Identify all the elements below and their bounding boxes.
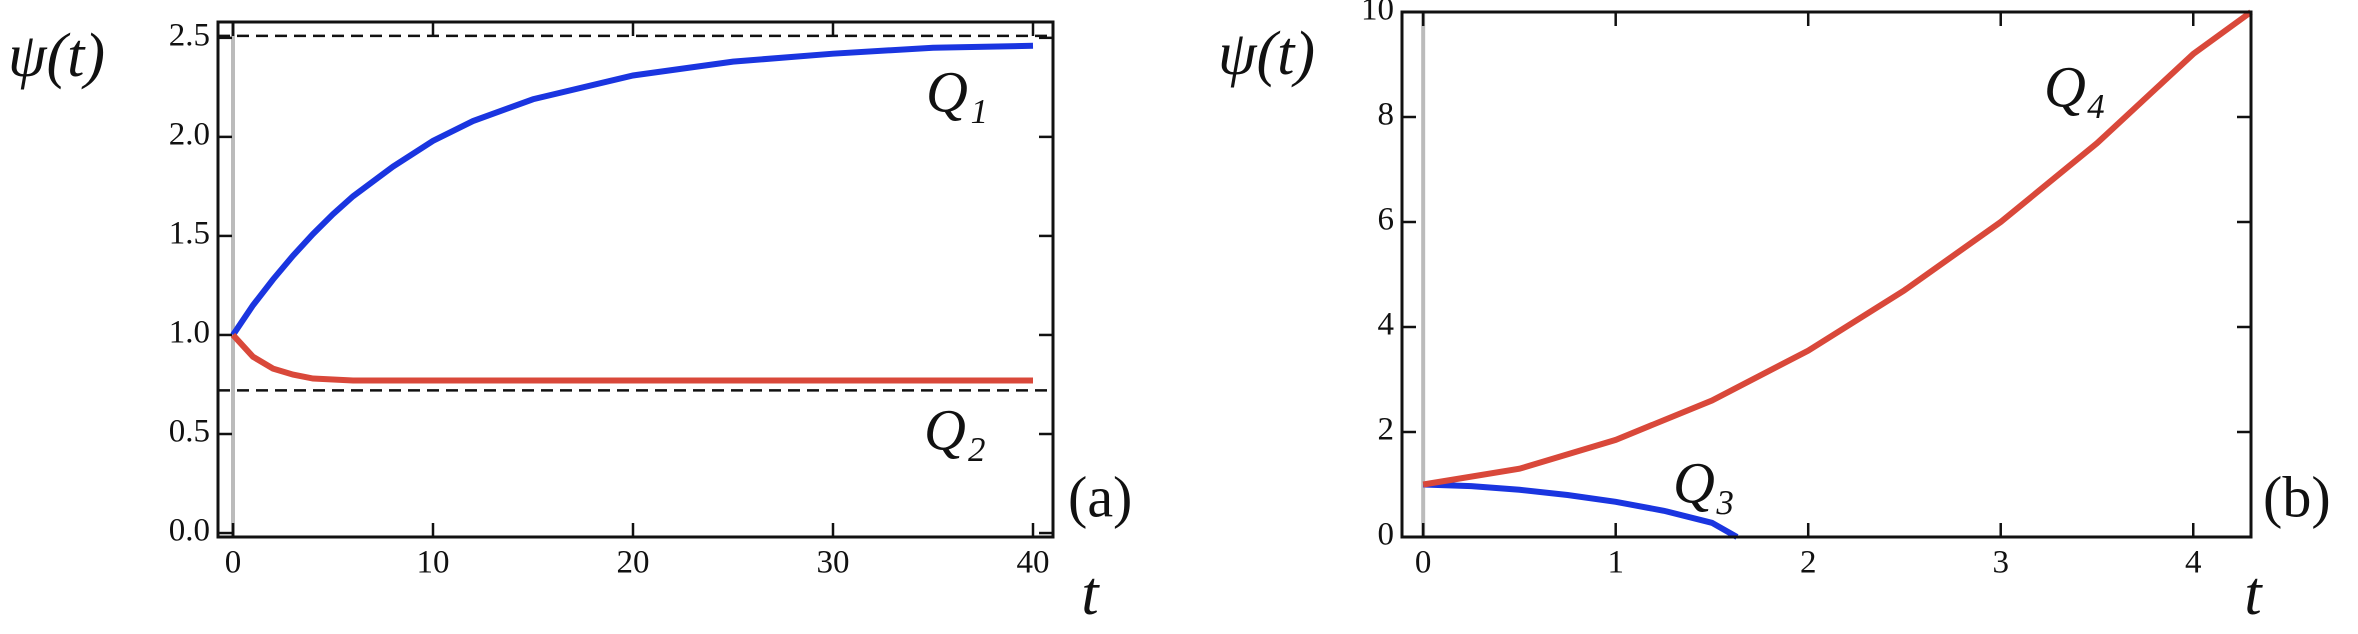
- x-tick-label: 30: [817, 545, 850, 581]
- y-tick-label: 1.0: [169, 315, 210, 351]
- series-label: Q₃: [1673, 450, 1735, 515]
- series-label: Q₄: [2044, 54, 2106, 119]
- panel-label: (b): [2263, 464, 2331, 529]
- y-tick-label: 2.5: [169, 17, 210, 53]
- y-tick-label: 6: [1378, 202, 1395, 238]
- y-tick-label: 0.5: [169, 414, 210, 450]
- series-label: Q₂: [924, 397, 986, 462]
- x-tick-label: 3: [1992, 545, 2009, 581]
- x-tick-label: 0: [1415, 545, 1432, 581]
- x-tick-label: 40: [1017, 545, 1050, 581]
- y-tick-label: 4: [1378, 307, 1395, 343]
- x-tick-label: 1: [1607, 545, 1624, 581]
- series-line: [1422, 9, 2253, 488]
- x-tick-label: 0: [225, 545, 242, 581]
- plot-frame: [1400, 10, 2253, 539]
- y-tick-label: 0: [1378, 517, 1395, 553]
- series-line: [230, 42, 1034, 337]
- series-line: [1423, 481, 1739, 540]
- y-tick-label: 2.0: [169, 116, 210, 152]
- y-tick-label: 1.5: [169, 216, 210, 252]
- x-tick-label: 4: [2185, 545, 2202, 581]
- y-tick-label: 0.0: [169, 513, 210, 549]
- y-tick-label: 2: [1378, 412, 1395, 448]
- x-axis-label: t: [2244, 560, 2263, 628]
- y-tick-label: 8: [1378, 97, 1395, 133]
- x-tick-label: 20: [617, 545, 650, 581]
- x-axis-label: t: [1081, 560, 1100, 628]
- series-line: [230, 332, 1033, 384]
- y-axis-label: ψ(t): [1218, 20, 1315, 88]
- series-label: Q₁: [926, 59, 988, 124]
- x-tick-label: 10: [417, 545, 450, 581]
- y-tick-label: 10: [1361, 0, 1394, 28]
- panel-label: (a): [1068, 464, 1132, 529]
- y-axis-label: ψ(t): [8, 22, 105, 90]
- plot-frame: [216, 20, 1055, 539]
- x-tick-label: 2: [1800, 545, 1817, 581]
